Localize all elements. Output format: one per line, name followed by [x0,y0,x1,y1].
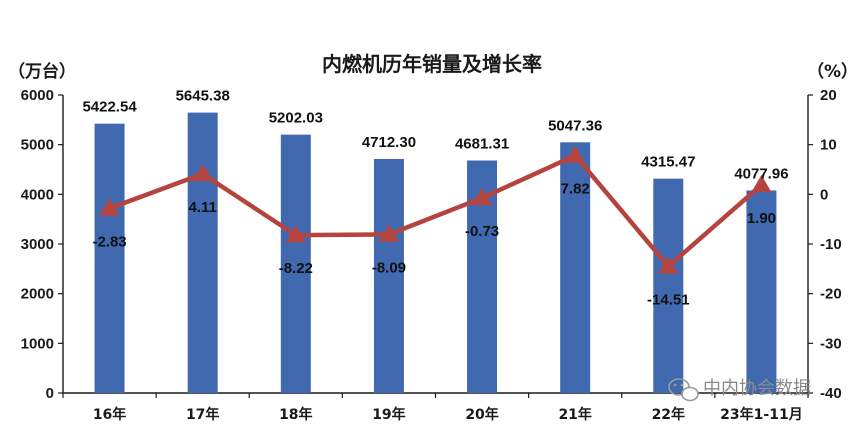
right-axis-unit: （%） [807,61,858,82]
right-tick-label: 20 [820,87,837,104]
growth-value-label: -0.73 [465,223,499,240]
bar-value-label: 5202.03 [269,110,323,127]
bar-value-label: 5645.38 [176,88,230,105]
axes: 0 1000 2000 3000 4000 5000 6000 -40 -30 -20 -10 0 10… [21,87,842,423]
triangle-marker [472,187,493,206]
growth-value-label: 1.90 [747,210,776,227]
x-tick-label: 17年 [186,406,219,423]
right-tick-label: -10 [820,236,842,253]
triangle-marker [565,145,586,163]
growth-value-label: 7.82 [561,180,590,197]
bar [280,134,311,393]
x-tick-label: 21年 [558,406,591,423]
bar-value-label: 4681.31 [455,135,509,152]
bar [653,178,684,393]
bar [560,142,591,393]
left-tick-label: 6000 [21,87,54,104]
triangle-marker [378,224,399,242]
right-tick-label: -30 [820,335,842,352]
watermark-text: 中内协会数据 [703,378,811,399]
triangle-marker [192,163,213,182]
bar-value-label: 5422.54 [82,99,137,116]
growth-value-label: -8.09 [372,260,406,277]
right-tick-label: -40 [820,385,842,402]
triangle-marker [285,225,306,243]
line-series [99,145,772,274]
x-tick-label: 20年 [465,406,498,423]
triangle-marker [99,198,120,216]
x-tick-label: 22年 [652,406,685,423]
right-tick-label: -20 [820,286,842,303]
watermark: 中内协会数据 [668,378,811,402]
growth-value-label: 4.11 [189,199,217,216]
x-tick-label: 16年 [93,406,126,423]
x-tick-label: 18年 [279,406,312,423]
x-tick-label: 23年1-11月 [720,406,803,423]
bar-value-label: 4077.96 [734,165,788,182]
triangle-marker [751,174,772,193]
bar [373,158,404,393]
left-tick-label: 1000 [21,335,54,352]
bar [187,112,218,393]
triangle-marker [658,256,679,274]
left-tick-label: 2000 [21,286,54,303]
left-axis-unit: （万台） [8,61,76,82]
right-tick-label: 0 [820,186,828,203]
bar-value-label: 4712.30 [362,134,416,151]
left-tick-label: 0 [46,385,54,402]
bar-value-label: 5047.36 [548,117,602,134]
bar-series [94,112,777,393]
left-tick-label: 4000 [21,186,54,203]
growth-value-label: -8.22 [279,260,313,277]
left-tick-label: 5000 [21,137,54,154]
bar-value-label: 4315.47 [641,154,695,171]
growth-value-label: -14.51 [647,291,690,308]
data-labels: 5422.54 5645.38 5202.03 4712.30 4681.31 5047.… [82,88,788,309]
wechat-icon [668,378,699,402]
right-tick-label: 10 [820,137,837,154]
chart-title: 内燃机历年销量及增长率 [322,52,542,76]
left-tick-label: 3000 [21,236,54,253]
bar [746,190,777,393]
growth-line [108,153,763,269]
bar [94,123,125,393]
growth-value-label: -2.83 [92,233,126,250]
x-tick-label: 19年 [372,406,405,423]
